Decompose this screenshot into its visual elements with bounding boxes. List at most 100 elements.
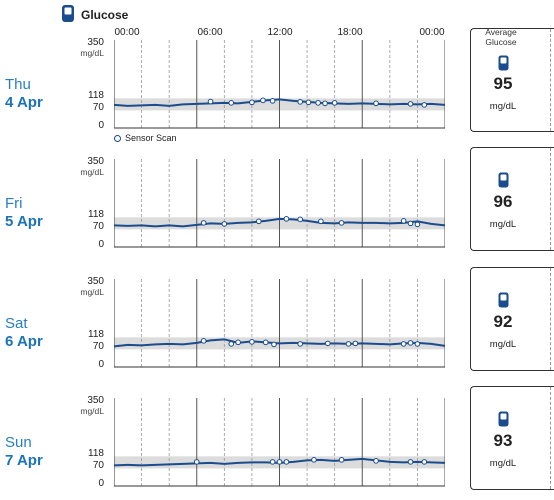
sensor-scan-point [311, 457, 317, 463]
y-label-target-high: 118 [88, 209, 104, 221]
y-label-target-low: 70 [92, 102, 104, 114]
time-label-2400: 00:00 [419, 27, 445, 38]
y-label-target-low: 70 [92, 221, 104, 233]
sensor-scan-point [331, 100, 338, 106]
y-label-unit: mg/dL [80, 406, 104, 416]
sensor-scan-point [338, 220, 345, 226]
glucose-chart [114, 398, 445, 487]
sensor-scan-point [207, 98, 214, 105]
average-glucose-card: 96 mg/dL [470, 147, 554, 251]
sensor-scan-point [228, 341, 235, 347]
glucose-chart [114, 159, 445, 248]
sensor-scan-point [297, 341, 303, 347]
sensor-scan-point [221, 221, 228, 227]
sensor-scan-point [297, 216, 303, 223]
sensor-scan-point [407, 101, 414, 107]
time-label-0600: 06:00 [197, 27, 223, 38]
y-label-zero: 0 [98, 120, 104, 131]
day-date: 7 Apr [5, 452, 43, 469]
time-label-1800: 18:00 [337, 27, 363, 38]
glucose-meter-icon [62, 5, 74, 22]
sensor-scan-point [373, 100, 379, 107]
average-glucose-unit: mg/dL [489, 101, 517, 112]
y-label-max: 350 [87, 276, 104, 287]
sensor-scan-point [400, 218, 407, 224]
y-label-zero: 0 [98, 478, 104, 489]
y-label-unit: mg/dL [80, 167, 104, 177]
card-divider [550, 29, 551, 131]
sensor-scan-point [256, 218, 262, 225]
day-date: 6 Apr [5, 333, 43, 350]
average-glucose-card: 93 mg/dL [470, 386, 554, 490]
average-glucose-value: 96 [493, 192, 513, 211]
sensor-scan-point [269, 98, 276, 104]
day-name: Sun [5, 434, 32, 451]
y-label-zero: 0 [98, 359, 104, 370]
average-glucose-value: 95 [493, 74, 513, 93]
sensor-scan-marker-icon [114, 135, 121, 143]
sensor-scan-point [271, 341, 277, 348]
sensor-scan-point [283, 459, 290, 465]
average-glucose-unit: mg/dL [489, 219, 517, 230]
sensor-scan-point [345, 341, 352, 347]
glucose-meter-icon [498, 292, 509, 308]
average-glucose-card: Average Glucose 95 mg/dL [470, 27, 554, 132]
average-glucose-value: 92 [493, 312, 513, 331]
day-date: 4 Apr [5, 94, 43, 111]
sensor-scan-point [421, 102, 428, 108]
sensor-scan-point [318, 218, 324, 225]
sensor-scan-point [400, 341, 407, 347]
sensor-scan-point [407, 220, 414, 227]
y-label-target-high: 118 [88, 90, 104, 102]
y-label-max: 350 [87, 395, 104, 406]
average-glucose-unit: mg/dL [489, 458, 517, 469]
sensor-scan-point [283, 216, 290, 222]
glucose-chart [114, 40, 445, 129]
glucose-meter-icon [498, 411, 509, 427]
average-glucose-title: Average Glucose [485, 27, 517, 47]
legend-label: Sensor Scan [125, 133, 177, 143]
glucose-title: Glucose [81, 8, 129, 22]
day-name: Thu [5, 76, 31, 93]
sensor-scan-point [373, 458, 379, 464]
sensor-scan-point [262, 339, 269, 346]
glucose-line [114, 217, 445, 228]
sensor-scan-point [338, 457, 345, 463]
y-label-target-low: 70 [92, 460, 104, 472]
glucose-line [114, 338, 445, 348]
y-label-zero: 0 [98, 239, 104, 250]
day-date: 5 Apr [5, 213, 43, 230]
glucose-line [114, 98, 445, 107]
sensor-scan-point [235, 339, 241, 346]
glucose-chart [114, 279, 445, 368]
sensor-scan-point [305, 99, 312, 106]
legend: Sensor Scan [114, 133, 177, 143]
time-label-1200: 12:00 [267, 27, 293, 38]
glucose-meter-icon [498, 172, 509, 188]
average-glucose-unit: mg/dL [489, 339, 517, 350]
sensor-scan-point [249, 339, 255, 345]
sensor-scan-point [200, 338, 207, 344]
sensor-scan-point [352, 340, 359, 347]
sensor-scan-point [249, 99, 255, 106]
y-label-target-high: 118 [88, 448, 104, 460]
sensor-scan-point [228, 100, 235, 106]
y-label-unit: mg/dL [80, 287, 104, 297]
sensor-scan-point [260, 97, 266, 104]
card-divider [550, 387, 551, 489]
time-label-0000: 00:00 [114, 27, 140, 38]
sensor-scan-point [407, 459, 414, 465]
card-divider [550, 148, 551, 250]
sensor-scan-point [414, 341, 421, 347]
sensor-scan-point [414, 221, 421, 228]
y-label-max: 350 [87, 37, 104, 48]
sensor-scan-point [421, 459, 428, 465]
glucose-meter-icon [498, 55, 509, 71]
average-glucose-value: 93 [493, 431, 513, 450]
sensor-scan-point [324, 340, 331, 347]
sensor-scan-point [322, 100, 328, 107]
y-label-target-low: 70 [92, 341, 104, 353]
sensor-scan-point [407, 340, 414, 346]
average-glucose-card: 92 mg/dL [470, 267, 554, 371]
y-label-max: 350 [87, 156, 104, 167]
